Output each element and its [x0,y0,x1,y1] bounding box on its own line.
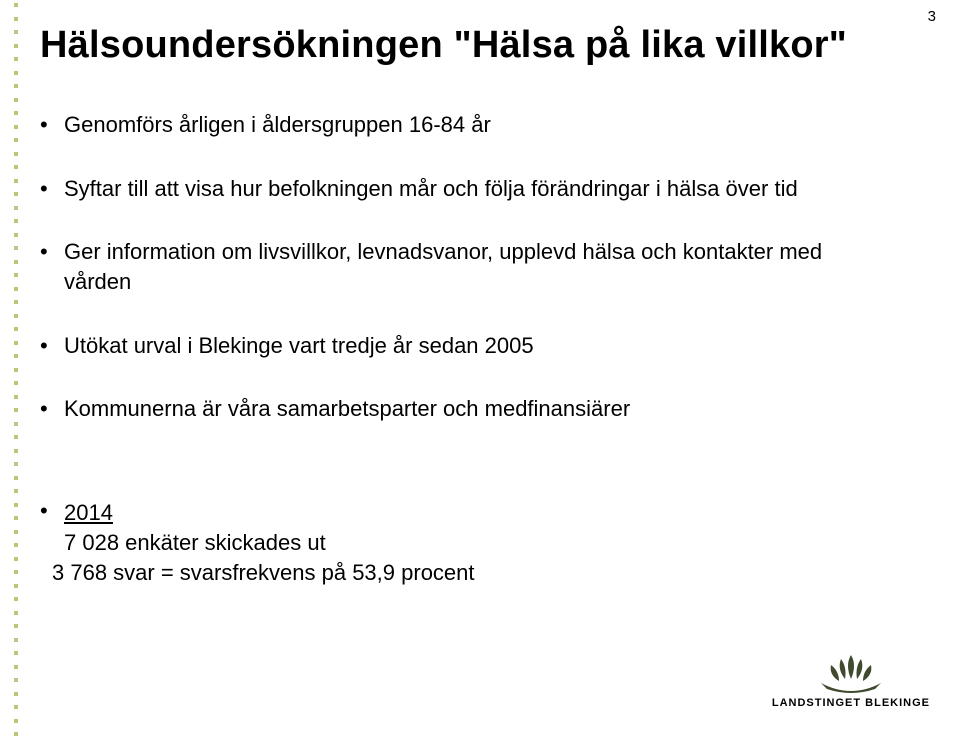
left-dot-strip [13,0,19,733]
bullet-item: Ger information om livsvillkor, levnadsv… [40,237,870,296]
bullet-marker: • [40,498,48,524]
logo-text: LANDSTINGET BLEKINGE [772,697,930,709]
leaf-boat-icon [815,653,887,693]
year-line: 2014 [64,498,113,528]
page-number: 3 [928,8,936,25]
organisation-logo: LANDSTINGET BLEKINGE [772,653,930,709]
bullet-item: Genomförs årligen i åldersgruppen 16-84 … [40,110,870,140]
slide-title: Hälsoundersökningen "Hälsa på lika villk… [40,24,847,67]
sent-line: 7 028 enkäter skickades ut [64,528,326,558]
bullet-item: Syftar till att visa hur befolkningen må… [40,174,870,204]
bullet-item: Kommunerna är våra samarbetsparter och m… [40,394,870,424]
freq-line: 3 768 svar = svarsfrekvens på 53,9 proce… [52,558,475,588]
bullet-list: Genomförs årligen i åldersgruppen 16-84 … [40,110,870,458]
bullet-item: Utökat urval i Blekinge vart tredje år s… [40,331,870,361]
